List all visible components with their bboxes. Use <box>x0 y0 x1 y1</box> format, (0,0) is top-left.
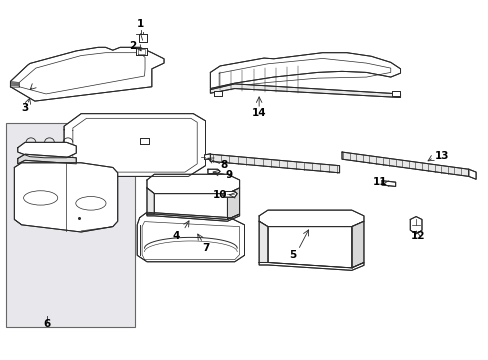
Polygon shape <box>147 214 239 221</box>
Polygon shape <box>147 188 154 214</box>
Polygon shape <box>351 221 363 268</box>
Text: 7: 7 <box>202 243 209 253</box>
Text: 8: 8 <box>220 159 227 170</box>
Polygon shape <box>140 138 149 144</box>
Polygon shape <box>259 221 267 262</box>
Polygon shape <box>259 262 363 270</box>
Text: 12: 12 <box>409 231 424 240</box>
Polygon shape <box>391 91 399 96</box>
Polygon shape <box>139 34 147 41</box>
Polygon shape <box>222 192 237 197</box>
Polygon shape <box>147 174 239 194</box>
Polygon shape <box>136 48 147 55</box>
Text: 2: 2 <box>129 41 136 50</box>
Polygon shape <box>137 212 244 262</box>
Polygon shape <box>18 154 76 164</box>
Polygon shape <box>259 210 363 226</box>
Text: 3: 3 <box>21 103 29 113</box>
Polygon shape <box>227 188 239 220</box>
Polygon shape <box>381 181 395 186</box>
Polygon shape <box>409 217 421 234</box>
Polygon shape <box>468 169 475 179</box>
Polygon shape <box>210 154 339 173</box>
Polygon shape <box>341 152 468 176</box>
Ellipse shape <box>76 197 106 210</box>
Text: 6: 6 <box>43 319 51 329</box>
Ellipse shape <box>23 191 58 205</box>
Text: 4: 4 <box>172 231 180 240</box>
Polygon shape <box>204 154 210 159</box>
Text: 5: 5 <box>289 250 296 260</box>
Polygon shape <box>210 84 400 98</box>
Polygon shape <box>207 169 220 174</box>
Polygon shape <box>213 91 221 96</box>
Polygon shape <box>64 114 205 176</box>
Text: 11: 11 <box>372 177 386 187</box>
Text: 9: 9 <box>225 170 232 180</box>
Text: 10: 10 <box>212 190 227 200</box>
Polygon shape <box>10 47 163 101</box>
Polygon shape <box>210 53 400 89</box>
Polygon shape <box>18 142 76 158</box>
Polygon shape <box>14 163 118 232</box>
Text: 14: 14 <box>251 108 266 118</box>
FancyBboxPatch shape <box>5 123 135 327</box>
Text: 1: 1 <box>137 19 144 30</box>
Text: 13: 13 <box>434 150 448 161</box>
